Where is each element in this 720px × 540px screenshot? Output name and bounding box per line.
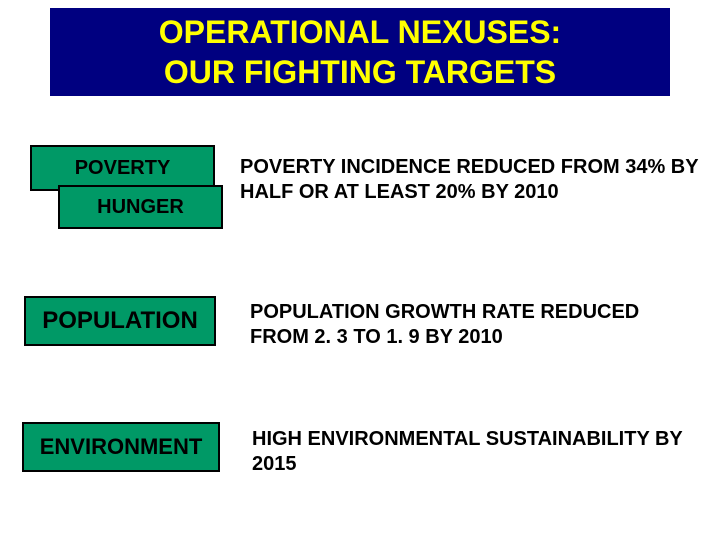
tag-hunger-label: HUNGER	[97, 196, 184, 219]
tag-population-label: POPULATION	[42, 307, 198, 335]
description-poverty: POVERTY INCIDENCE REDUCED FROM 34% BY HA…	[240, 155, 715, 205]
tag-hunger: HUNGER	[58, 185, 223, 229]
tag-environment: ENVIRONMENT	[22, 422, 220, 472]
tag-population: POPULATION	[24, 296, 216, 346]
description-population: POPULATION GROWTH RATE REDUCED FROM 2. 3…	[250, 300, 695, 350]
tag-environment-label: ENVIRONMENT	[40, 434, 203, 460]
title-line-2: OUR FIGHTING TARGETS	[164, 52, 556, 92]
title-line-1: OPERATIONAL NEXUSES:	[159, 12, 561, 52]
tag-poverty-label: POVERTY	[75, 157, 171, 180]
title-bar: OPERATIONAL NEXUSES: OUR FIGHTING TARGET…	[50, 8, 670, 96]
description-environment: HIGH ENVIRONMENTAL SUSTAINABILITY BY 201…	[252, 427, 692, 477]
